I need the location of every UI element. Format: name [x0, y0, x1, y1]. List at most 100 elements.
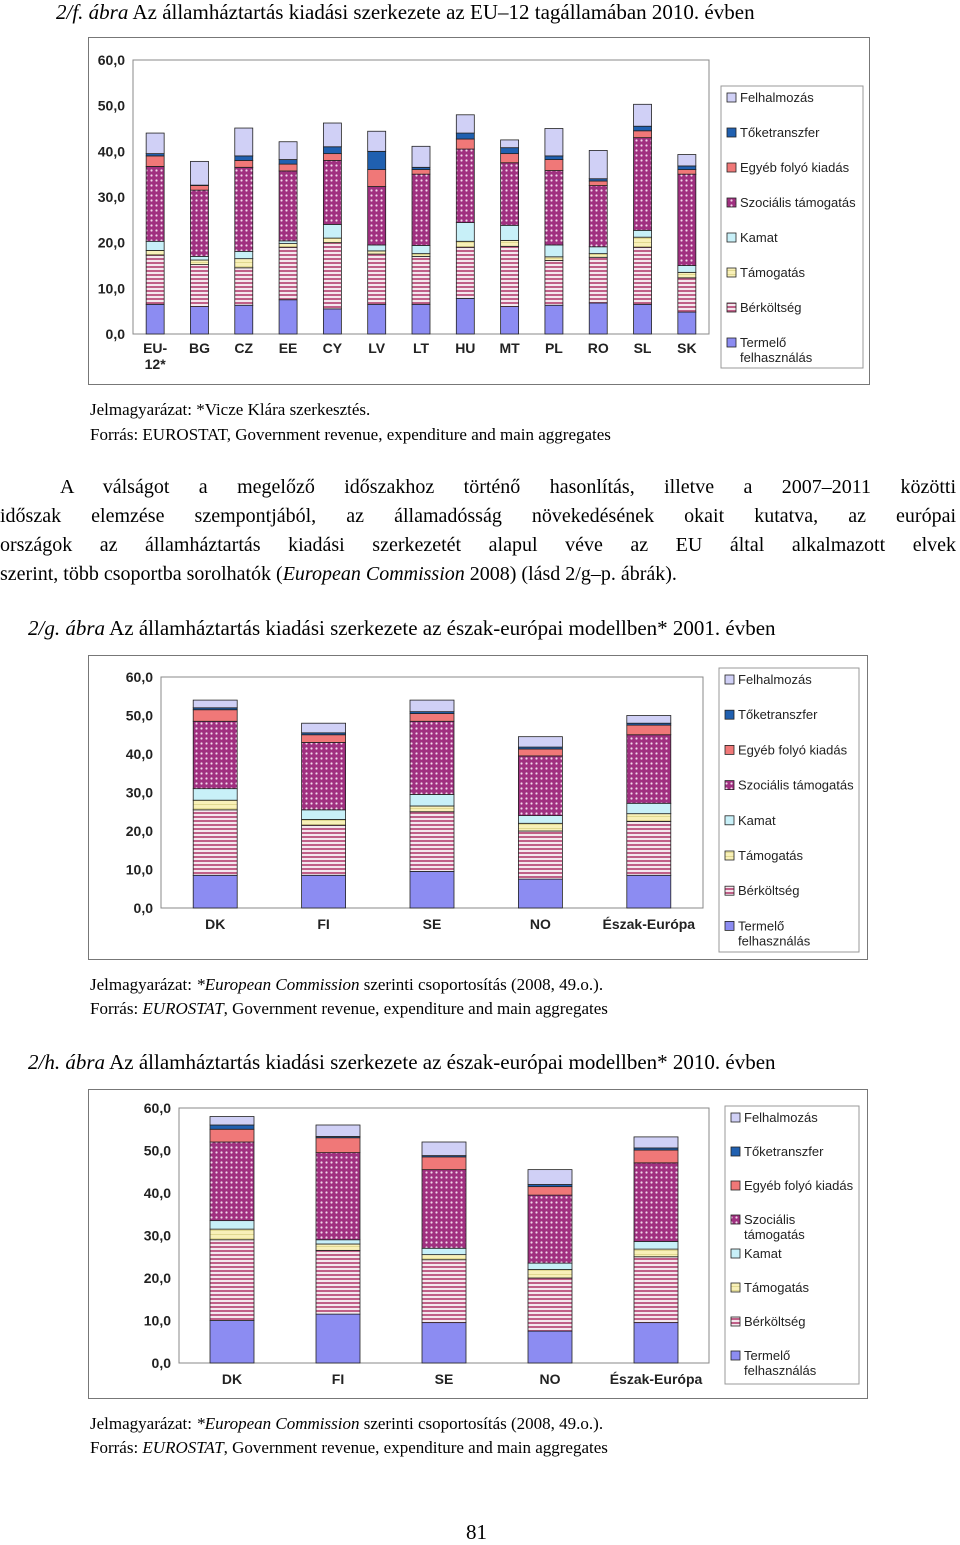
figure-word: ábra: [65, 616, 105, 640]
bar-segment-kamat: [589, 247, 607, 254]
bar-segment-szocialis: [678, 174, 696, 265]
bar-segment-kamat: [410, 794, 454, 806]
bar-segment-egyeb: [323, 154, 341, 161]
y-tick-label: 10,0: [98, 280, 125, 296]
bar-segment-felhalmozas: [518, 737, 562, 747]
bar-segment-szocialis: [210, 1142, 254, 1221]
bar-segment-kamat: [323, 224, 341, 238]
bar-segment-toketranszfer: [279, 160, 297, 165]
bar-segment-egyeb: [456, 139, 474, 149]
y-tick-label: 30,0: [126, 785, 153, 801]
legend-swatch-szocialis: [725, 781, 734, 790]
bar-segment-termelo: [302, 875, 346, 908]
bar-segment-szocialis: [501, 163, 519, 226]
legend-label: Tőketranszfer: [744, 1144, 824, 1159]
bar-segment-felhalmozas: [302, 723, 346, 733]
body-paragraph: A válságot a megelőző időszakhoz történő…: [0, 473, 956, 589]
bar-segment-egyeb: [545, 160, 563, 171]
bar-segment-kamat: [422, 1248, 466, 1254]
bar-segment-szocialis: [627, 735, 671, 804]
bar-segment-berkoltseg: [235, 268, 253, 305]
bar-segment-berkoltseg: [410, 812, 454, 872]
legend-label: Felhalmozás: [738, 672, 812, 687]
x-tick-label: MT: [500, 340, 521, 356]
bar-segment-egyeb: [678, 170, 696, 175]
bar-segment-berkoltseg: [193, 810, 237, 875]
paragraph-text: 2008) (lásd 2/g–p. ábrák).: [465, 563, 677, 585]
legend-swatch-termelo: [731, 1351, 740, 1360]
legend-swatch-termelo: [727, 338, 736, 347]
bar-segment-felhalmozas: [456, 115, 474, 133]
bar-segment-egyeb: [627, 725, 671, 735]
note-g: Jelmagyarázat: *European Commission szer…: [90, 975, 603, 995]
x-tick-label: LV: [368, 340, 386, 356]
bar-segment-termelo: [678, 312, 696, 334]
bar-segment-kamat: [279, 241, 297, 244]
bar-segment-szocialis: [456, 149, 474, 223]
bar-segment-felhalmozas: [545, 129, 563, 156]
bar-segment-egyeb: [410, 714, 454, 722]
legend-swatch-kamat: [731, 1249, 740, 1258]
bar-segment-termelo: [368, 304, 386, 334]
legend-label: Tőketranszfer: [738, 707, 818, 722]
bar-segment-kamat: [678, 266, 696, 273]
bar-segment-egyeb: [501, 154, 519, 163]
bar-segment-berkoltseg: [190, 265, 208, 307]
x-tick-label: 12*: [145, 356, 167, 372]
paragraph-italic: European Commission: [283, 563, 465, 585]
x-tick-label: CZ: [234, 340, 253, 356]
bar-segment-kamat: [193, 789, 237, 801]
bar-segment-berkoltseg: [634, 1257, 678, 1323]
bar-segment-kamat: [235, 251, 253, 258]
x-tick-label: NO: [540, 1371, 561, 1387]
y-tick-label: 0,0: [106, 326, 126, 342]
bar-segment-egyeb: [518, 749, 562, 756]
legend-label: felhasználás: [738, 933, 811, 948]
legend-label: Felhalmozás: [740, 90, 814, 105]
bar-segment-felhalmozas: [210, 1117, 254, 1126]
bar-segment-tamogatas: [518, 823, 562, 831]
figure-title-h: 2/h. ábra Az államháztartás kiadási szer…: [28, 1050, 776, 1075]
bar-segment-toketranszfer: [545, 156, 563, 160]
bar-segment-toketranszfer: [323, 147, 341, 154]
source-text: , Government revenue, expenditure and ma…: [224, 999, 608, 1018]
legend-label: Kamat: [740, 230, 778, 245]
bar-segment-termelo: [627, 875, 671, 908]
bar-segment-tamogatas: [545, 257, 563, 261]
legend-label: Bérköltség: [740, 300, 801, 315]
bar-segment-tamogatas: [589, 254, 607, 258]
figure-word: ábra: [65, 1050, 105, 1074]
legend-swatch-szocialis: [731, 1215, 740, 1224]
x-tick-label: EU-: [143, 340, 167, 356]
source-h: Forrás: EUROSTAT, Government revenue, ex…: [90, 1438, 608, 1458]
legend-label: Kamat: [738, 813, 776, 828]
y-tick-label: 60,0: [98, 52, 125, 68]
x-tick-label: DK: [205, 916, 225, 932]
x-tick-label: PL: [545, 340, 563, 356]
figure-number: 2/h.: [28, 1050, 60, 1074]
y-tick-label: 40,0: [98, 143, 125, 159]
bar-segment-felhalmozas: [589, 150, 607, 178]
bar-segment-felhalmozas: [412, 146, 430, 167]
source-label: Forrás:: [90, 999, 138, 1018]
legend-label: Termelő: [740, 335, 786, 350]
bar-segment-kamat: [634, 1241, 678, 1249]
legend-swatch-berkoltseg: [727, 303, 736, 312]
y-tick-label: 20,0: [98, 235, 125, 251]
bar-segment-egyeb: [316, 1138, 360, 1153]
x-tick-label: SK: [677, 340, 696, 356]
bar-segment-termelo: [410, 871, 454, 908]
bar-segment-berkoltseg: [210, 1240, 254, 1321]
bar-segment-kamat: [302, 810, 346, 820]
bar-segment-kamat: [316, 1240, 360, 1244]
bar-segment-egyeb: [634, 131, 652, 138]
figure-caption: Az államháztartás kiadási szerkezete az …: [109, 1050, 775, 1074]
x-tick-label: SE: [423, 916, 442, 932]
bar-segment-berkoltseg: [146, 255, 164, 304]
bar-segment-szocialis: [589, 186, 607, 247]
source-f: Forrás: EUROSTAT, Government revenue, ex…: [90, 425, 611, 445]
bar-segment-szocialis: [368, 186, 386, 244]
